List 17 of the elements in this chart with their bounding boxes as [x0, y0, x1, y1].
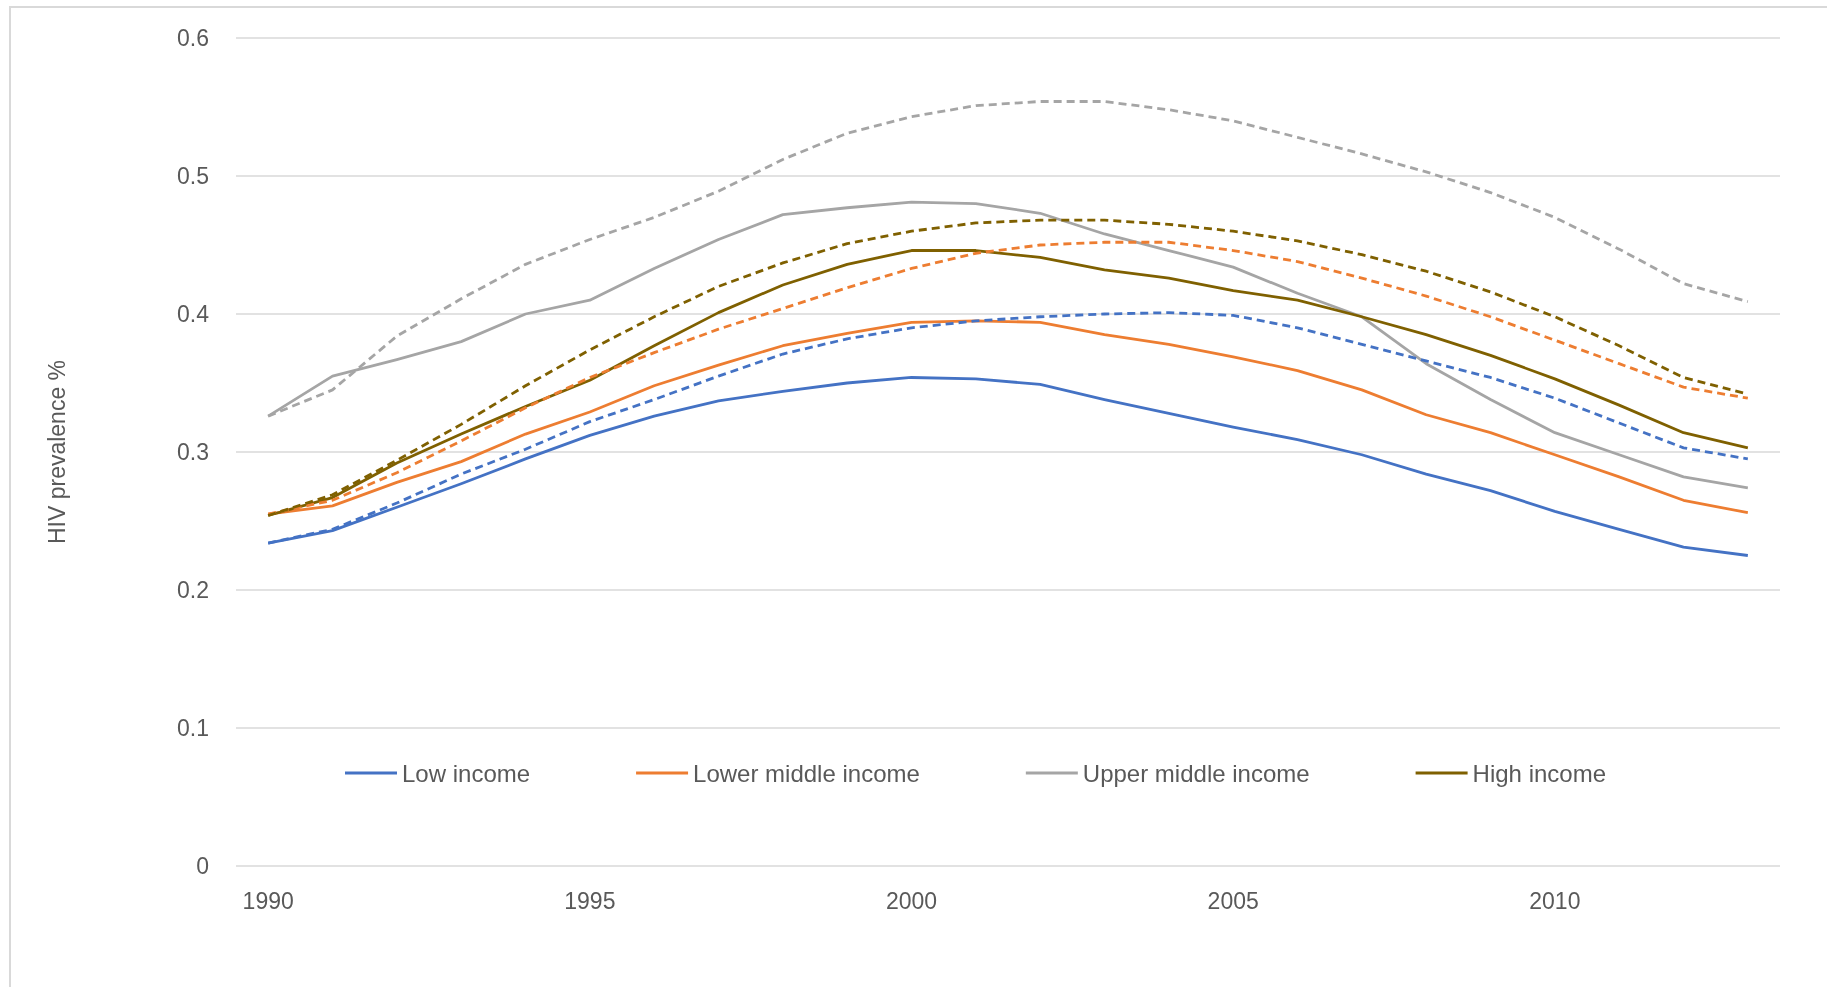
y-tick-label: 0.6 [177, 25, 209, 51]
y-tick-label: 0.3 [177, 439, 209, 465]
x-tick-label: 2000 [885, 887, 938, 914]
legend-label: Lower middle income [693, 759, 920, 787]
x-tick-label: 2010 [1529, 887, 1581, 914]
y-tick-label: 0.2 [177, 577, 209, 603]
y-tick-label: 0.4 [177, 301, 210, 327]
legend-label: Upper middle income [1082, 759, 1310, 787]
y-tick-label: 0.1 [177, 715, 209, 741]
legend-label: High income [1472, 759, 1607, 787]
x-tick-label: 1995 [564, 887, 616, 914]
y-axis-title: HIV prevalence % [43, 359, 70, 545]
x-tick-label: 2005 [1207, 887, 1259, 914]
legend-label: Low income [402, 759, 531, 787]
y-tick-label: 0.5 [177, 163, 209, 189]
y-tick-label: 0 [196, 853, 209, 879]
x-tick-label: 1990 [242, 887, 294, 914]
